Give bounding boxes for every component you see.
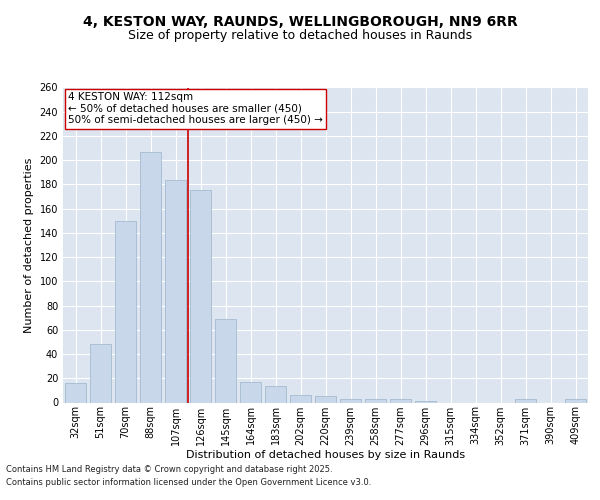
Bar bbox=[265, 386, 286, 402]
Bar bbox=[65, 383, 86, 402]
Bar bbox=[165, 180, 186, 402]
Bar bbox=[340, 399, 361, 402]
Bar bbox=[90, 344, 111, 403]
Bar bbox=[240, 382, 261, 402]
Bar bbox=[565, 399, 586, 402]
Bar bbox=[390, 399, 411, 402]
Text: 4 KESTON WAY: 112sqm
← 50% of detached houses are smaller (450)
50% of semi-deta: 4 KESTON WAY: 112sqm ← 50% of detached h… bbox=[68, 92, 323, 126]
Text: Size of property relative to detached houses in Raunds: Size of property relative to detached ho… bbox=[128, 28, 472, 42]
Bar bbox=[215, 319, 236, 402]
Text: Contains public sector information licensed under the Open Government Licence v3: Contains public sector information licen… bbox=[6, 478, 371, 487]
Bar bbox=[190, 190, 211, 402]
Bar bbox=[315, 396, 336, 402]
Y-axis label: Number of detached properties: Number of detached properties bbox=[24, 158, 34, 332]
Text: Contains HM Land Registry data © Crown copyright and database right 2025.: Contains HM Land Registry data © Crown c… bbox=[6, 466, 332, 474]
Bar bbox=[290, 395, 311, 402]
Text: 4, KESTON WAY, RAUNDS, WELLINGBOROUGH, NN9 6RR: 4, KESTON WAY, RAUNDS, WELLINGBOROUGH, N… bbox=[83, 16, 517, 30]
Bar bbox=[140, 152, 161, 402]
X-axis label: Distribution of detached houses by size in Raunds: Distribution of detached houses by size … bbox=[186, 450, 465, 460]
Bar bbox=[515, 399, 536, 402]
Bar bbox=[115, 221, 136, 402]
Bar bbox=[365, 399, 386, 402]
